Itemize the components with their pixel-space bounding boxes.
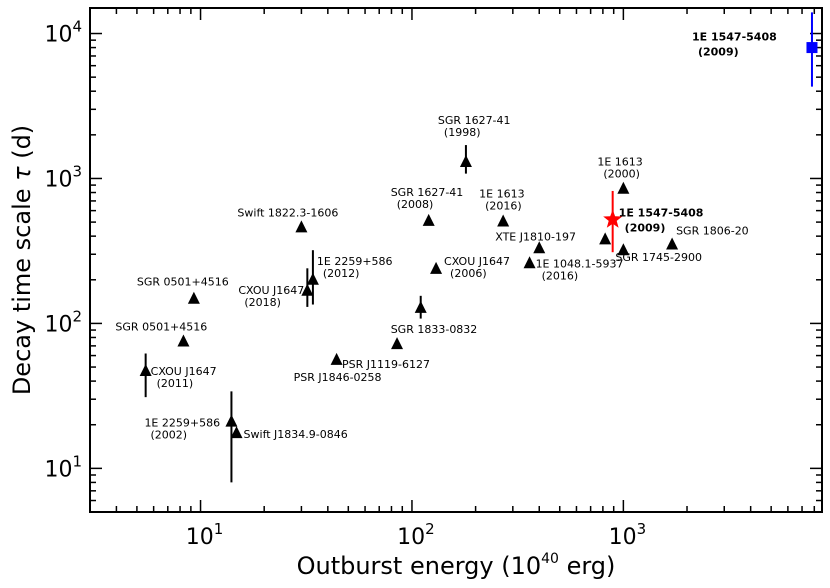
- point-label: PSR J1846-0258: [294, 371, 382, 384]
- triangle-marker: [533, 241, 546, 254]
- point-label: 1E 2259+586 (2012): [317, 255, 393, 280]
- star-marker: [603, 209, 623, 228]
- point-labels: SGR 1627-41 (1998) 1E 1613 (2000) SGR 1627-4…: [115, 31, 776, 442]
- point-label: SGR 1627-41 (1998): [438, 114, 511, 139]
- point-label: SGR 1833-0832: [391, 323, 478, 336]
- triangle-marker: [617, 243, 630, 256]
- point-label: PSR J1119-6127: [342, 358, 430, 371]
- x-axis-title: Outburst energy (1040 erg): [297, 551, 616, 580]
- point-label: SGR 1745-2900: [615, 251, 702, 264]
- point-label: 1E 1613 (2016): [479, 187, 524, 212]
- axis-tick-labels: 101 102 103 101 102 103 104: [44, 18, 646, 550]
- triangle-marker: [139, 363, 152, 376]
- plot-frame: [89, 7, 823, 513]
- triangle-marker: [391, 337, 404, 350]
- point-label: CXOU J1647 (2018): [238, 284, 304, 309]
- triangle-marker: [301, 283, 314, 296]
- point-label: SGR 1806-20: [676, 225, 749, 238]
- triangle-marker: [295, 220, 308, 233]
- x-tick-label: 103: [609, 520, 647, 550]
- point-label: SGR 0501+4516: [137, 276, 229, 289]
- triangle-marker: [523, 256, 536, 269]
- point-label: Swift 1822.3-1606: [237, 206, 338, 219]
- data-markers: [139, 42, 818, 439]
- y-axis-title-prefix: Decay time scale: [8, 181, 36, 395]
- triangle-marker: [414, 300, 427, 313]
- x-tick-label: 102: [397, 520, 435, 550]
- y-axis-title-suffix: (d): [8, 125, 36, 167]
- triangle-marker: [306, 272, 319, 285]
- axis-ticks: [89, 8, 822, 513]
- triangle-marker: [330, 352, 343, 365]
- x-axis-title-exponent: 40: [541, 551, 559, 567]
- triangle-marker: [666, 237, 679, 250]
- point-label: CXOU J1647 (2011): [151, 365, 217, 390]
- y-tick-label: 103: [44, 162, 82, 192]
- x-axis-title-prefix: Outburst energy (10: [297, 552, 542, 580]
- point-label: 1E 1547-5408 (2009): [619, 207, 704, 235]
- point-label: SGR 0501+4516: [115, 321, 207, 334]
- x-tick-label: 101: [186, 520, 224, 550]
- point-label: 1E 1547-5408 (2009): [692, 31, 777, 59]
- y-axis-title-symbol: τ: [8, 166, 36, 181]
- triangle-marker: [459, 154, 472, 167]
- point-label: Swift J1834.9-0846: [244, 428, 348, 441]
- triangle-marker: [599, 232, 612, 245]
- y-tick-label: 102: [44, 307, 82, 337]
- y-axis-title: Decay time scale τ (d): [8, 125, 36, 395]
- square-marker: [806, 42, 818, 54]
- y-tick-label: 101: [44, 452, 82, 482]
- triangle-marker: [225, 414, 238, 427]
- x-axis-title-suffix: erg): [559, 552, 615, 580]
- point-label: XTE J1810-197: [495, 230, 576, 243]
- triangle-marker: [187, 291, 200, 304]
- point-label: 1E 2259+586 (2002): [144, 417, 220, 442]
- error-bars: [144, 12, 813, 483]
- point-label: SGR 1627-41 (2008): [391, 186, 464, 211]
- triangle-marker: [422, 213, 435, 226]
- y-tick-label: 104: [44, 18, 82, 48]
- triangle-marker: [177, 334, 190, 347]
- plot-border: [89, 7, 823, 513]
- point-label: 1E 1613 (2000): [597, 156, 642, 181]
- triangle-marker: [230, 426, 243, 439]
- triangle-marker: [430, 261, 443, 274]
- point-label: 1E 1048.1-5937 (2016): [536, 257, 624, 282]
- triangle-marker: [497, 214, 510, 227]
- point-label: CXOU J1647 (2006): [444, 255, 510, 280]
- triangle-marker: [617, 181, 630, 194]
